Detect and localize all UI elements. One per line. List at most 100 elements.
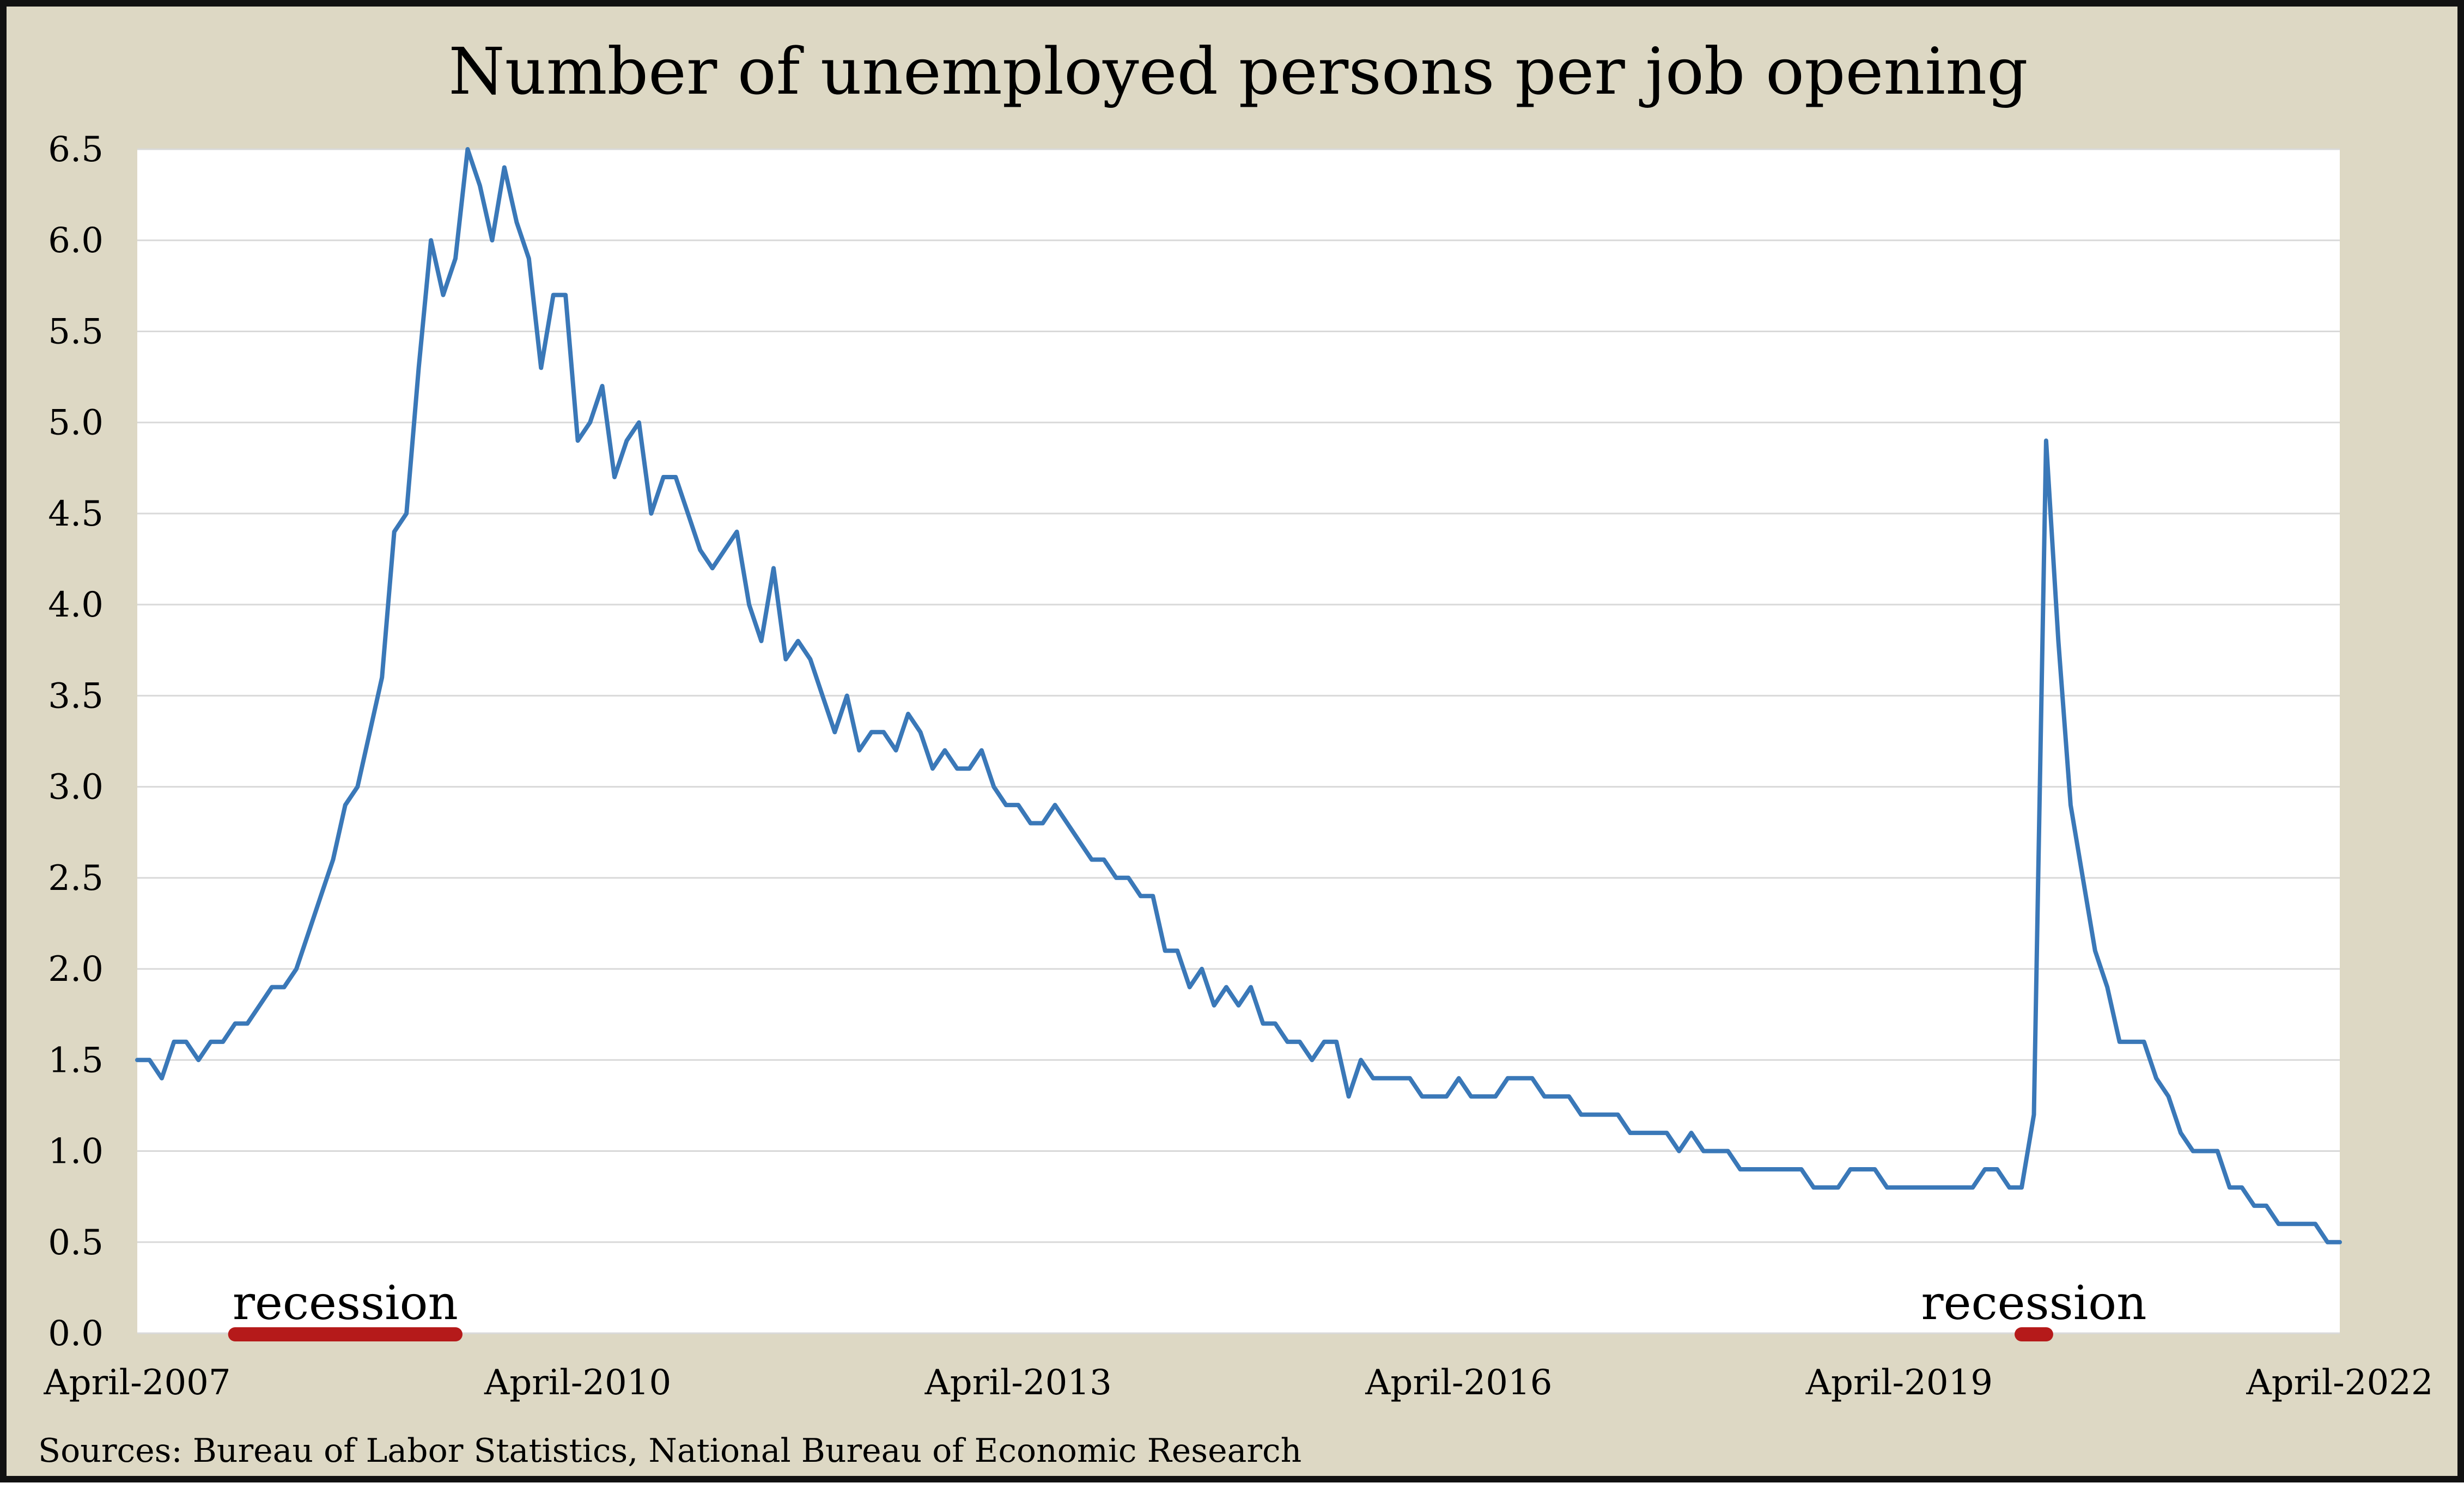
data-point bbox=[625, 439, 629, 443]
data-point bbox=[148, 1058, 151, 1062]
data-point bbox=[1469, 1095, 1473, 1099]
data-point bbox=[820, 694, 824, 698]
data-point bbox=[136, 1058, 139, 1062]
data-point bbox=[1249, 985, 1252, 989]
data-point bbox=[2081, 876, 2085, 880]
data-point bbox=[576, 439, 580, 443]
data-point bbox=[1408, 1076, 1412, 1080]
data-point bbox=[405, 511, 409, 515]
data-point bbox=[2314, 1222, 2317, 1226]
data-point bbox=[502, 166, 506, 169]
x-tick-label: April-2007 bbox=[43, 1363, 230, 1403]
data-point bbox=[2068, 803, 2072, 807]
data-point bbox=[674, 475, 678, 479]
y-tick-label: 2.5 bbox=[48, 858, 104, 899]
data-point bbox=[429, 239, 433, 242]
data-point bbox=[1714, 1149, 1718, 1153]
data-point bbox=[172, 1040, 176, 1043]
recession-label: recession bbox=[1921, 1276, 2146, 1331]
data-point bbox=[270, 985, 274, 989]
data-point bbox=[2032, 1113, 2036, 1116]
data-point bbox=[1958, 1186, 1962, 1189]
data-point bbox=[894, 748, 898, 752]
data-point bbox=[2191, 1149, 2195, 1153]
data-point bbox=[771, 566, 775, 570]
data-point bbox=[882, 730, 886, 734]
data-point bbox=[1237, 1003, 1240, 1007]
data-point bbox=[2057, 639, 2060, 643]
data-point bbox=[478, 184, 482, 187]
data-point bbox=[319, 894, 323, 898]
data-point bbox=[1726, 1149, 1730, 1153]
data-point bbox=[1066, 821, 1069, 825]
data-point bbox=[1053, 803, 1057, 807]
data-point bbox=[686, 511, 690, 515]
data-point bbox=[2216, 1149, 2219, 1153]
data-point bbox=[294, 967, 298, 971]
y-tick-label: 3.5 bbox=[48, 676, 104, 716]
data-point bbox=[1286, 1040, 1289, 1043]
y-tick-label: 6.5 bbox=[48, 130, 104, 170]
data-point bbox=[1922, 1186, 1926, 1189]
data-point bbox=[343, 803, 347, 807]
data-point bbox=[1640, 1131, 1644, 1135]
data-point bbox=[1518, 1076, 1522, 1080]
data-point bbox=[1396, 1076, 1400, 1080]
x-axis-ticks: April-2007 April-2010 April-2013 April-2016… bbox=[43, 1363, 2433, 1403]
data-point bbox=[331, 858, 335, 862]
data-point bbox=[1359, 1058, 1363, 1062]
x-tick-label: April-2016 bbox=[1365, 1363, 1552, 1403]
data-point bbox=[992, 785, 996, 789]
data-point bbox=[2265, 1204, 2268, 1207]
data-point bbox=[1567, 1095, 1571, 1099]
data-point bbox=[661, 475, 665, 479]
data-point bbox=[2301, 1222, 2305, 1226]
y-tick-label: 4.0 bbox=[48, 585, 104, 625]
x-tick-label: April-2022 bbox=[2246, 1363, 2433, 1403]
data-point bbox=[735, 530, 739, 534]
data-point bbox=[1702, 1149, 1706, 1153]
data-point bbox=[551, 293, 555, 297]
gridlines bbox=[137, 148, 2340, 1334]
data-point bbox=[1273, 1022, 1277, 1026]
data-point bbox=[1653, 1131, 1657, 1135]
data-point bbox=[1139, 894, 1142, 898]
data-point bbox=[1041, 821, 1045, 825]
y-tick-label: 2.0 bbox=[48, 949, 104, 990]
data-point bbox=[233, 1022, 237, 1026]
data-point bbox=[1812, 1186, 1816, 1189]
data-point bbox=[1200, 967, 1204, 971]
data-point bbox=[2203, 1149, 2207, 1153]
data-point bbox=[1384, 1076, 1388, 1080]
data-point bbox=[1555, 1095, 1559, 1099]
data-point bbox=[1420, 1095, 1424, 1099]
data-point bbox=[1347, 1095, 1350, 1099]
data-point bbox=[796, 639, 800, 643]
data-point bbox=[1151, 894, 1155, 898]
plot-area bbox=[137, 149, 2340, 1333]
data-point bbox=[1934, 1186, 1938, 1189]
data-point bbox=[1677, 1149, 1681, 1153]
data-point bbox=[808, 657, 812, 661]
data-point bbox=[1004, 803, 1008, 807]
data-point bbox=[2252, 1204, 2256, 1207]
data-point bbox=[1824, 1186, 1828, 1189]
data-point bbox=[1799, 1167, 1803, 1171]
data-point bbox=[979, 748, 983, 752]
data-point bbox=[906, 712, 910, 716]
data-point bbox=[759, 639, 763, 643]
data-point bbox=[2118, 1040, 2121, 1043]
data-point bbox=[2289, 1222, 2293, 1226]
x-tick-label: April-2019 bbox=[1805, 1363, 1993, 1403]
data-point bbox=[857, 748, 861, 752]
x-tick-label: April-2013 bbox=[924, 1363, 1112, 1403]
data-point bbox=[2130, 1040, 2134, 1043]
y-tick-label: 0.5 bbox=[48, 1223, 104, 1263]
data-point bbox=[539, 366, 543, 370]
data-point bbox=[1775, 1167, 1779, 1171]
data-point bbox=[1102, 858, 1106, 862]
data-point bbox=[1983, 1167, 1987, 1171]
data-point bbox=[1176, 949, 1179, 953]
data-point bbox=[1298, 1040, 1301, 1043]
y-tick-label: 4.5 bbox=[48, 494, 104, 534]
